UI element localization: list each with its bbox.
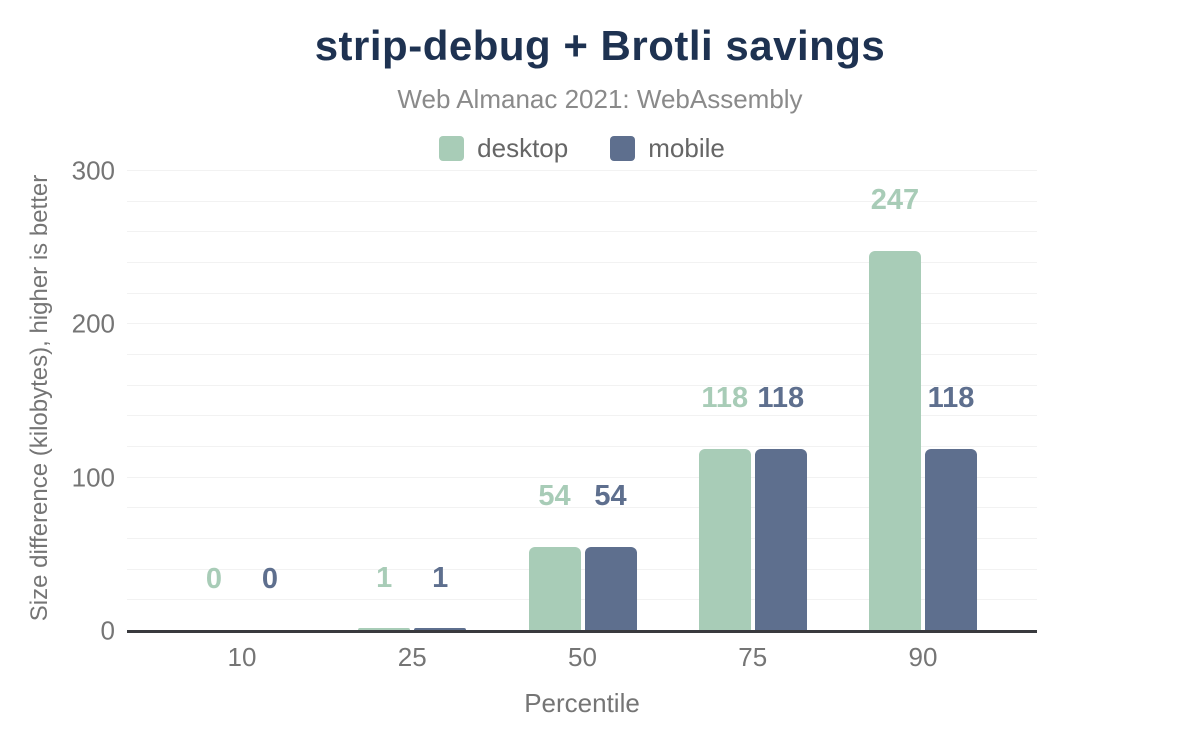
bar-mobile-p50 xyxy=(584,547,637,630)
value-label-desktop-p10: 0 xyxy=(205,563,223,596)
x-tick-label-90: 90 xyxy=(908,642,938,672)
y-tick-label: 0 xyxy=(100,615,115,646)
legend-label-mobile: mobile xyxy=(648,132,725,163)
chart-title: strip-debug + Brotli savings xyxy=(314,22,886,69)
legend-swatch-mobile xyxy=(610,135,636,161)
gridline xyxy=(127,170,1037,171)
value-label-mobile-p10: 0 xyxy=(261,563,279,596)
y-tick-label: 300 xyxy=(71,155,115,186)
x-axis-line xyxy=(127,630,1037,633)
legend-swatch-desktop xyxy=(439,135,465,161)
gridline xyxy=(127,538,1037,539)
value-label-desktop-p25: 1 xyxy=(376,561,393,594)
gridline xyxy=(127,262,1037,263)
gridline xyxy=(127,507,1037,509)
gridline xyxy=(127,231,1037,233)
x-axis-title: Percentile xyxy=(524,688,640,718)
value-label-desktop-p75: 118 xyxy=(701,382,749,415)
y-tick-label: 100 xyxy=(71,462,115,493)
y-tick-label: 200 xyxy=(71,308,115,339)
x-tick-label-25: 25 xyxy=(397,642,427,672)
gridline xyxy=(127,599,1037,601)
legend-item-desktop: desktop xyxy=(439,133,568,164)
gridline xyxy=(127,292,1037,294)
x-tick-label-75: 75 xyxy=(738,642,768,672)
value-label-mobile-p50: 54 xyxy=(594,480,627,513)
bar-desktop-p75 xyxy=(698,449,751,630)
legend-item-mobile: mobile xyxy=(610,133,725,164)
bar-desktop-p90 xyxy=(869,251,921,630)
bar-mobile-p25 xyxy=(414,628,467,630)
bar-desktop-p25 xyxy=(358,628,411,630)
gridline xyxy=(127,568,1037,570)
gridline xyxy=(127,446,1037,447)
legend: desktop mobile xyxy=(127,133,1037,163)
gridline xyxy=(127,384,1037,386)
chart-subtitle: Web Almanac 2021: WebAssembly xyxy=(397,84,803,114)
value-label-mobile-p25: 1 xyxy=(432,561,449,594)
bar-mobile-p75 xyxy=(754,449,807,630)
gridline xyxy=(127,323,1037,325)
legend-label-desktop: desktop xyxy=(477,132,569,163)
value-label-mobile-p90: 118 xyxy=(927,382,975,415)
y-axis-title: Size difference (kilobytes), higher is b… xyxy=(26,174,53,622)
value-label-mobile-p75: 118 xyxy=(757,382,805,415)
x-tick-label-10: 10 xyxy=(227,642,257,672)
gridline xyxy=(127,415,1037,417)
gridline xyxy=(127,354,1037,355)
x-tick-label-50: 50 xyxy=(568,642,597,672)
value-label-desktop-p50: 54 xyxy=(538,480,571,513)
value-label-desktop-p90: 247 xyxy=(870,184,920,217)
gridline xyxy=(127,200,1037,202)
gridline xyxy=(127,476,1037,478)
bar-desktop-p50 xyxy=(528,547,581,630)
bar-mobile-p90 xyxy=(925,449,977,630)
